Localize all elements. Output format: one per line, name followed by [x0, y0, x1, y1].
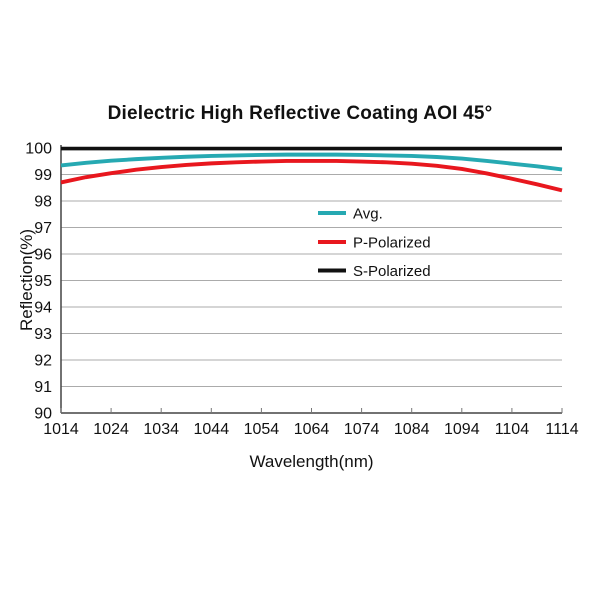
x-tick-label-1054: 1054: [244, 421, 280, 438]
y-tick-label-99: 99: [34, 167, 52, 184]
x-tick-label-1024: 1024: [93, 421, 129, 438]
x-tick-label-1094: 1094: [444, 421, 480, 438]
y-tick-label-93: 93: [34, 326, 52, 343]
series-line-avg: [60, 152, 563, 172]
legend-label-avg: Avg.: [353, 206, 383, 223]
legend-label-s-polarized: S-Polarized: [353, 263, 431, 280]
y-tick-label-91: 91: [34, 379, 52, 396]
y-tick-label-95: 95: [34, 273, 52, 290]
legend-label-p-polarized: P-Polarized: [353, 235, 431, 252]
y-tick-label-98: 98: [34, 194, 52, 211]
x-tick-label-1084: 1084: [394, 421, 430, 438]
y-tick-label-100: 100: [25, 141, 52, 158]
x-tick-label-1114: 1114: [545, 421, 578, 438]
x-tick-label-1034: 1034: [143, 421, 179, 438]
series-line-p-polarized: [60, 159, 563, 193]
x-tick-label-1014: 1014: [43, 421, 79, 438]
chart-title: Dielectric High Reflective Coating AOI 4…: [107, 103, 493, 124]
y-tick-label-92: 92: [34, 353, 52, 370]
x-tick-label-1064: 1064: [294, 421, 330, 438]
y-axis-label: Reflection(%): [17, 228, 36, 332]
y-tick-label-96: 96: [34, 247, 52, 264]
x-tick-label-1074: 1074: [344, 421, 380, 438]
y-tick-label-94: 94: [34, 300, 52, 317]
x-axis-label: Wavelength(nm): [249, 452, 374, 471]
y-tick-label-90: 90: [34, 406, 52, 423]
y-tick-label-97: 97: [34, 220, 52, 237]
x-tick-label-1044: 1044: [194, 421, 230, 438]
x-tick-label-1104: 1104: [495, 421, 530, 438]
